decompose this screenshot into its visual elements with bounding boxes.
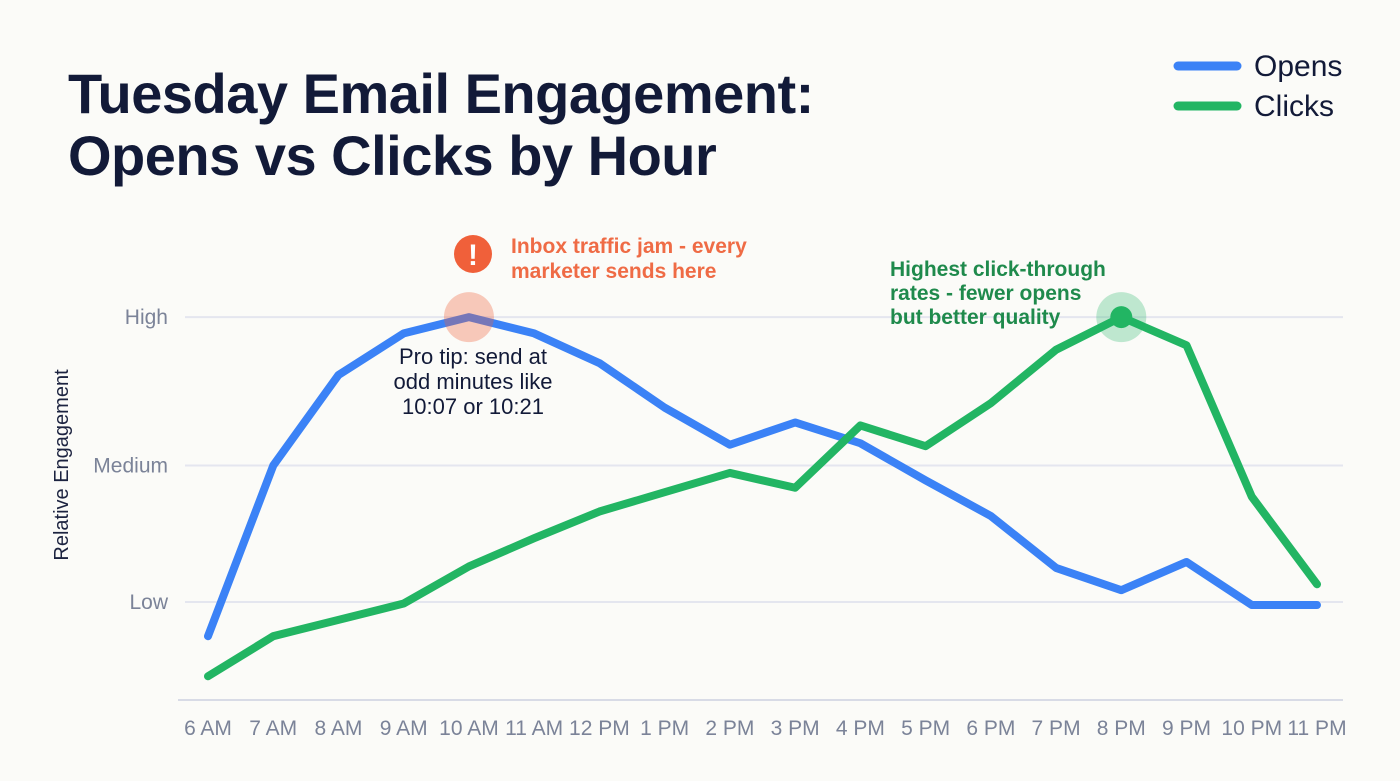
x-axis-tick-label: 6 PM [966,717,1015,740]
annotation-orange-line-1: Inbox traffic jam - every [511,235,747,258]
x-axis-tick-label: 11 PM [1287,717,1346,740]
title-line-1: Tuesday Email Engagement: [68,62,814,125]
x-axis-tick-label: 8 AM [315,717,363,740]
annotation-green-line-2: rates - fewer opens [890,282,1081,305]
x-axis-tick-label: 2 PM [705,717,754,740]
x-axis-tick-label: 9 PM [1162,717,1211,740]
y-axis-tick-label: Low [129,591,168,614]
x-axis-tick-label: 12 PM [569,717,630,740]
x-axis-tick-label: 5 PM [901,717,950,740]
annotation-protip-line-2: odd minutes like [394,369,553,394]
clicks-peak-marker-dot[interactable] [1110,306,1133,329]
x-axis-tick-label: 10 PM [1221,717,1282,740]
legend-item-clicks[interactable]: Clicks [1173,90,1334,123]
x-axis-tick-label: 3 PM [771,717,820,740]
annotation-orange-line-2: marketer sends here [511,260,716,283]
legend-item-opens[interactable]: Opens [1173,50,1342,83]
y-axis-title: Relative Engagement [51,369,73,561]
x-axis-tick-label: 9 AM [380,717,428,740]
x-axis-tick-labels: 6 AM 7 AM 8 AM 9 AM 10 AM 11 AM 12 PM 1 PM 2 PM 3… [184,717,1347,740]
exclamation-badge-icon[interactable] [454,235,492,273]
annotation-protip-line-3: 10:07 or 10:21 [402,394,544,419]
legend-label-clicks: Clicks [1254,90,1334,123]
title-line-2: Opens vs Clicks by Hour [68,124,716,187]
x-axis-tick-label: 7 AM [249,717,297,740]
series-line-clicks [204,313,1321,681]
page-title: Tuesday Email Engagement: Opens vs Click… [68,62,814,187]
legend-label-opens: Opens [1254,50,1342,83]
y-axis-tick-label: Medium [93,455,168,478]
x-axis-tick-label: 7 PM [1032,717,1081,740]
x-axis-tick-label: 6 AM [184,717,232,740]
y-axis-tick-label: High [125,306,168,329]
x-axis-tick-label: 4 PM [836,717,885,740]
x-axis-tick-label: 1 PM [640,717,689,740]
annotation-inbox-traffic-jam: ! Inbox traffic jam - every marketer sen… [443,235,747,343]
annotation-pro-tip: Pro tip: send at odd minutes like 10:07 … [394,344,553,419]
x-axis-tick-label: 8 PM [1097,717,1146,740]
annotation-green-line-1: Highest click-through [890,258,1106,281]
data-series-lines [204,313,1321,681]
annotation-protip-line-1: Pro tip: send at [399,344,547,369]
y-gridlines [185,316,1343,604]
annotation-green-line-3: but better quality [890,306,1061,329]
chart-legend: Opens Clicks [1173,50,1342,123]
y-axis-tick-labels: High Medium Low [93,306,169,614]
series-line-opens [204,313,1321,641]
x-axis-tick-label: 11 AM [505,717,563,740]
annotation-highest-click-through: Highest click-through rates - fewer open… [890,258,1147,343]
exclamation-badge-glyph: ! [468,239,478,272]
x-axis-tick-label: 10 AM [439,717,499,740]
opens-peak-marker-halo [443,292,494,343]
